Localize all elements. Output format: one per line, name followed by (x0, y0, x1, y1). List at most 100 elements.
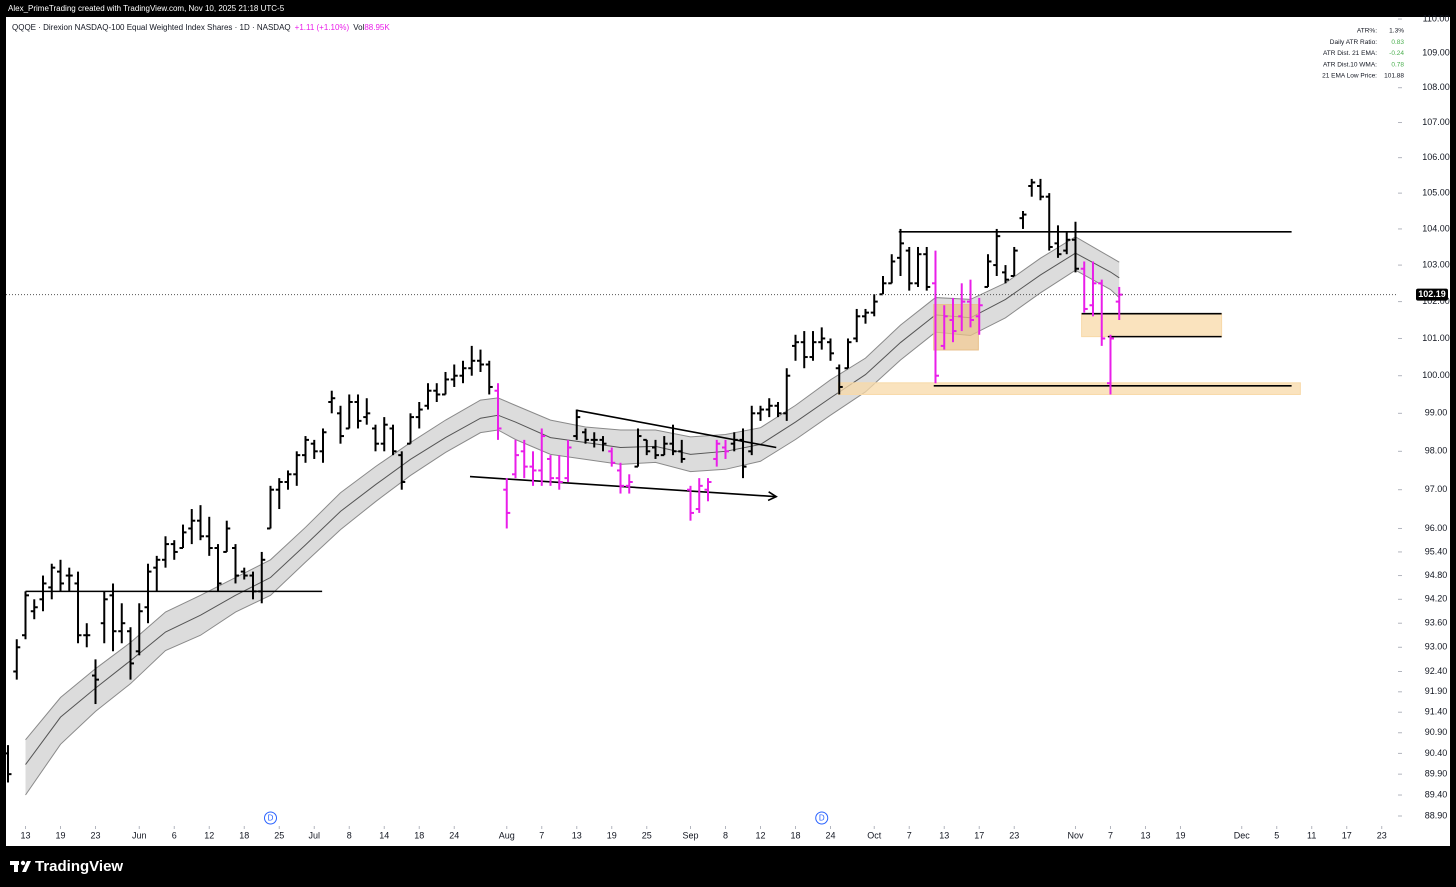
x-tick-label: 12 (755, 830, 765, 840)
x-tick-label: 24 (825, 830, 835, 840)
brand-logo: TradingView (10, 858, 123, 875)
ohlc-bar (704, 478, 712, 502)
x-tick-label: 13 (939, 830, 949, 840)
table-label: ATR Dist.10 WMA: (1323, 61, 1377, 68)
ohlc-bar (424, 383, 432, 410)
ohlc-bar (896, 228, 904, 277)
ohlc-bar (345, 394, 353, 430)
ohlc-bar (30, 599, 38, 620)
ohlc-bar (232, 544, 240, 584)
x-tick-label: 23 (91, 830, 101, 840)
ohlc-bar (853, 308, 861, 343)
ohlc-bar (389, 424, 397, 456)
ohlc-bar (109, 583, 117, 652)
y-tick-label: 91.90 (1425, 686, 1448, 696)
ohlc-bar (205, 516, 213, 556)
y-tick-label: 106.00 (1422, 152, 1450, 162)
ohlc-bar (826, 338, 834, 361)
ohlc-bar (713, 439, 721, 467)
y-tick-label: 105.00 (1422, 188, 1450, 198)
ohlc-bar (721, 439, 729, 459)
y-tick-label: 89.90 (1425, 769, 1448, 779)
stats-table: ATR%: 1.3% Daily ATR Ratio: 0.83 ATR Dist. 2… (1318, 25, 1410, 82)
ohlc-bar (1071, 221, 1079, 273)
zone (933, 304, 979, 351)
x-tick-label: Nov (1067, 830, 1084, 840)
y-tick-label: 99.00 (1425, 408, 1448, 418)
y-tick-label: 94.80 (1425, 570, 1448, 580)
event-marker (815, 811, 829, 825)
ohlc-bar (310, 439, 318, 459)
x-tick-label: 5 (1274, 830, 1279, 840)
y-tick-label: 89.40 (1425, 789, 1448, 799)
zone (837, 382, 1301, 395)
ohlc-bar (905, 246, 913, 291)
ohlc-bar (529, 451, 537, 486)
ohlc-bar (319, 428, 327, 463)
ohlc-bar (240, 567, 248, 580)
ohlc-bar (608, 447, 616, 467)
ohlc-bar (153, 555, 161, 592)
ohlc-bar (135, 603, 143, 656)
ohlc-bar (616, 462, 624, 494)
table-label: 21 EMA Low Price: (1322, 73, 1377, 80)
ohlc-bar (275, 478, 283, 510)
x-tick-label: 13 (21, 830, 31, 840)
ohlc-bar (503, 478, 511, 529)
ohlc-bar (984, 254, 992, 288)
last-price-box (1416, 288, 1448, 301)
ohlc-bar (39, 575, 47, 612)
x-tick-label: 19 (1175, 830, 1185, 840)
ohlc-bar (546, 455, 554, 486)
ohlc-bar (844, 338, 852, 370)
ohlc-bar (433, 383, 441, 402)
ohlc-bar (197, 505, 205, 541)
table-value: 101.88 (1384, 73, 1404, 80)
change: +1.11 (+1.10%) (295, 23, 350, 32)
ohlc-bar (293, 451, 301, 486)
ohlc-bar (13, 639, 21, 680)
ohlc-bar (494, 383, 502, 440)
ohlc-bar (800, 331, 808, 369)
x-tick-label: 23 (1377, 830, 1387, 840)
ohlc-bar (765, 398, 773, 418)
x-tick-label: 7 (539, 830, 544, 840)
symbol-line: QQQE · Direxion NASDAQ-100 Equal Weighte… (12, 23, 390, 32)
x-tick-label: 7 (1108, 830, 1113, 840)
x-tick-label: Dec (1234, 830, 1251, 840)
y-tick-label: 109.00 (1422, 48, 1450, 58)
y-tick-label: 88.90 (1425, 810, 1448, 820)
ohlc-bar (1098, 279, 1106, 346)
table-label: ATR Dist. 21 EMA: (1323, 50, 1377, 57)
x-tick-label: 12 (204, 830, 214, 840)
event-label: D (268, 814, 274, 823)
volume: 88.95K (364, 23, 390, 32)
y-tick-label: 103.00 (1422, 259, 1450, 269)
y-tick-label: 101.00 (1422, 333, 1450, 343)
x-tick-label: Aug (499, 830, 515, 840)
ohlc-bar (380, 417, 388, 452)
table-value: 0.83 (1391, 39, 1404, 46)
x-tick-label: 19 (607, 830, 617, 840)
ohlc-bar (415, 401, 423, 429)
ohlc-bar (669, 424, 677, 456)
y-tick-label: 91.40 (1425, 707, 1448, 717)
ohlc-bar (975, 297, 983, 335)
ohlc-bar (564, 439, 572, 482)
x-tick-label: Jun (132, 830, 147, 840)
ohlc-bar (214, 544, 222, 592)
ohlc-bar (1010, 246, 1018, 278)
x-tick-label: 17 (974, 830, 984, 840)
ohlc-bar (22, 591, 30, 640)
x-tick-label: 25 (642, 830, 652, 840)
ohlc-bar (791, 334, 799, 361)
ohlc-bar (818, 327, 826, 350)
plot (6, 178, 1398, 796)
ohlc-bar (835, 364, 843, 395)
event-label: D (819, 814, 825, 823)
ohlc-bar (442, 371, 450, 396)
ohlc-bar (625, 474, 633, 494)
y-tick-label: 96.00 (1425, 523, 1448, 533)
ohlc-bar (686, 485, 694, 521)
ohlc-bar (931, 250, 939, 384)
